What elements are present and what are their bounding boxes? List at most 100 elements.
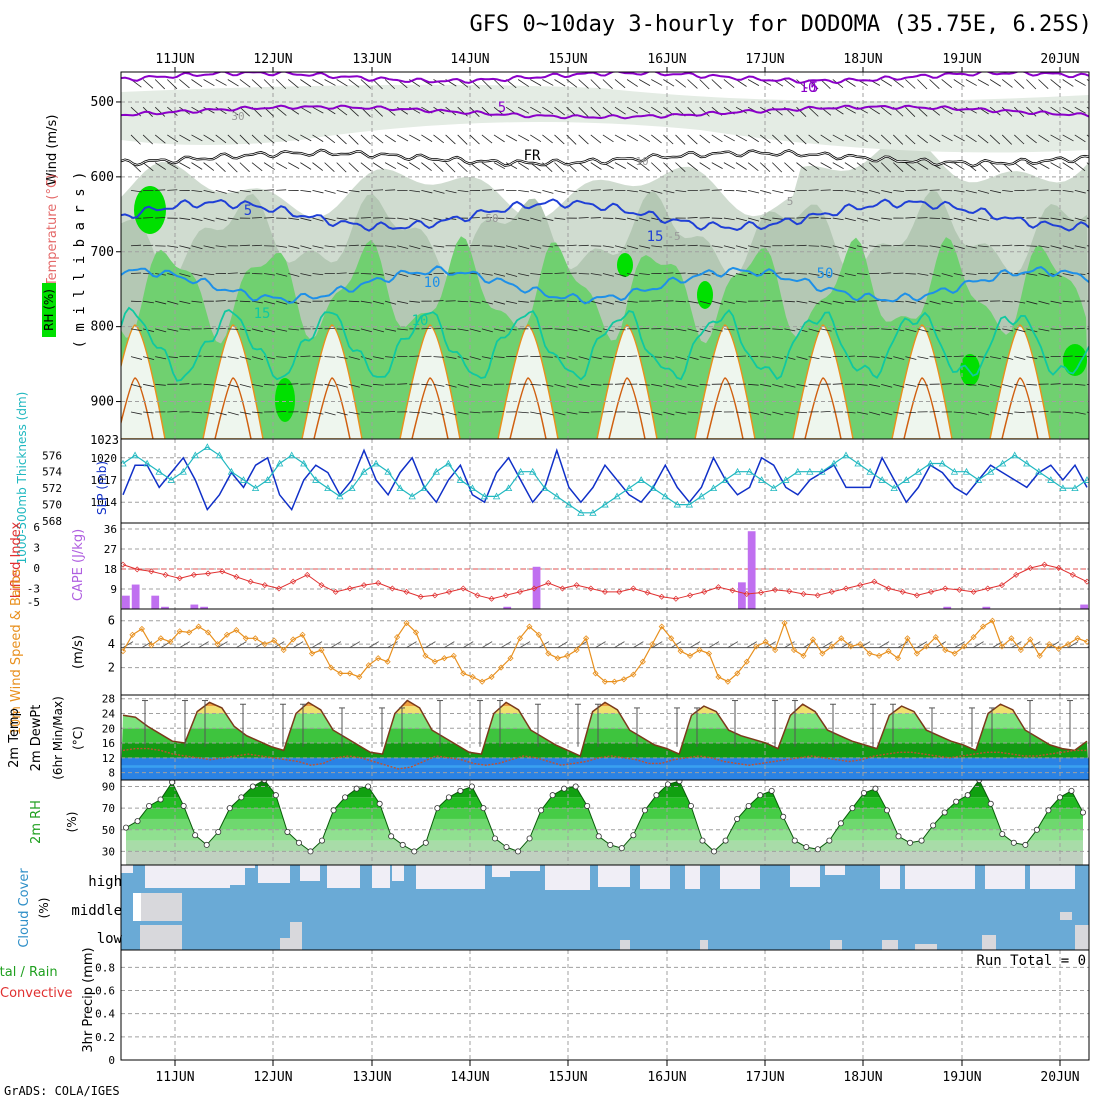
wind-barb: [711, 300, 723, 305]
li-marker: [545, 580, 552, 587]
wind-barb: [893, 162, 904, 172]
wind-barb: [1074, 162, 1086, 172]
wind-barb: [554, 217, 566, 220]
wind-marker: [545, 650, 552, 657]
wind-barb: [1026, 356, 1038, 360]
wind-barb: [723, 79, 735, 89]
precip-tick-label: 0: [108, 1054, 115, 1067]
wind-marker: [961, 643, 968, 650]
wind-barb: [481, 328, 493, 333]
slp-axis: 1014 1017 1020 568 570 572 574 576: [42, 449, 117, 528]
wind-barb: [566, 134, 577, 145]
wind-barb: [832, 273, 844, 277]
wind-barb: [772, 356, 784, 360]
wind-barb: [191, 300, 203, 303]
wind-marker: [497, 664, 505, 671]
wind-marker: [800, 652, 807, 659]
cloud-high-gap: [545, 865, 590, 890]
wind-barb: [348, 383, 360, 388]
wind-barb: [578, 383, 590, 387]
wind10m-barb: [633, 641, 644, 649]
wind-barb: [820, 79, 831, 89]
wind-barb: [687, 328, 699, 333]
wind-barb: [372, 328, 385, 333]
cloud-level-low: low: [97, 931, 123, 947]
wind-barb: [772, 162, 783, 173]
wind-barb: [929, 300, 941, 305]
wind-barb: [602, 106, 614, 116]
rh-marker: [826, 837, 833, 844]
li-marker: [687, 592, 694, 599]
wind-barb: [263, 328, 276, 333]
li-marker: [375, 580, 382, 587]
thickness-marker: [697, 492, 706, 500]
wind-barb: [759, 134, 771, 144]
thickness-marker: [830, 459, 838, 467]
wind-barb: [917, 134, 928, 144]
thickness-marker: [131, 451, 139, 459]
cloud-high-gap: [905, 865, 975, 889]
wind-barb: [1002, 300, 1013, 303]
day-label-top: 17JUN: [745, 52, 784, 67]
wind-marker: [658, 623, 665, 630]
surface-layer-inner: [804, 377, 842, 439]
wind-barb: [276, 245, 287, 248]
wind-barb: [505, 162, 518, 169]
wind-barb: [530, 79, 542, 86]
cloud-level-high: high: [88, 874, 122, 890]
cape-bars: [122, 531, 1088, 609]
cloud-high-gap: [392, 865, 404, 881]
surface-layer-inner: [608, 377, 646, 439]
wind-barb: [627, 217, 639, 222]
li-marker: [701, 588, 708, 595]
ylabel-dewpt2m: 2m DewPt: [29, 705, 44, 772]
wind-axis: 2 4 6: [108, 614, 115, 675]
rh-marker: [445, 794, 452, 801]
wind-barb: [300, 79, 312, 87]
wind-barb: [977, 245, 989, 248]
wind-barb: [893, 244, 904, 247]
li-line: [122, 564, 1088, 600]
cloud-high-gap: [790, 865, 820, 887]
wind10m-barb: [160, 641, 172, 649]
wind-barb: [154, 162, 167, 170]
thickness-marker: [565, 500, 573, 508]
contour-label: 50: [817, 266, 834, 282]
cloud-high-gap: [258, 865, 290, 883]
wind-barb: [433, 356, 445, 358]
wind-barb: [578, 162, 590, 172]
wind-barb: [977, 356, 989, 358]
wind-barb: [530, 217, 542, 222]
wind-barb: [215, 383, 227, 387]
wind-barb: [179, 217, 191, 220]
wind-barb: [687, 217, 698, 219]
wind10m-barb: [708, 641, 720, 649]
wind-marker: [1046, 641, 1053, 648]
wind-barb: [203, 245, 215, 249]
wind-barb: [312, 134, 324, 142]
day-label-bottom: 13JUN: [352, 1070, 391, 1085]
wind-barb: [711, 79, 722, 89]
li-marker: [587, 585, 594, 592]
wind-barb: [917, 189, 928, 191]
wind-barb: [554, 411, 566, 416]
wind-barb: [179, 245, 191, 249]
thickness-marker: [589, 508, 597, 516]
thickness-marker: [649, 484, 657, 492]
wind-barb: [723, 245, 735, 249]
rh-band: [126, 818, 1083, 830]
wind-barb: [953, 189, 965, 193]
wind-barb: [748, 383, 759, 386]
wind-barb: [929, 245, 941, 248]
wind-barb: [614, 162, 627, 170]
contour-label: FR: [524, 148, 541, 164]
wind-barb: [747, 134, 759, 143]
wind-barb: [651, 300, 662, 302]
li-marker: [190, 571, 197, 578]
ylabel-wind: Wind (m/s): [45, 115, 60, 186]
wind-barb: [772, 134, 783, 145]
cape-bar: [190, 604, 199, 609]
surface-layer-peak: [989, 324, 1051, 439]
wind-barb: [481, 300, 493, 305]
credit: GrADS: COLA/IGES: [4, 1084, 120, 1098]
